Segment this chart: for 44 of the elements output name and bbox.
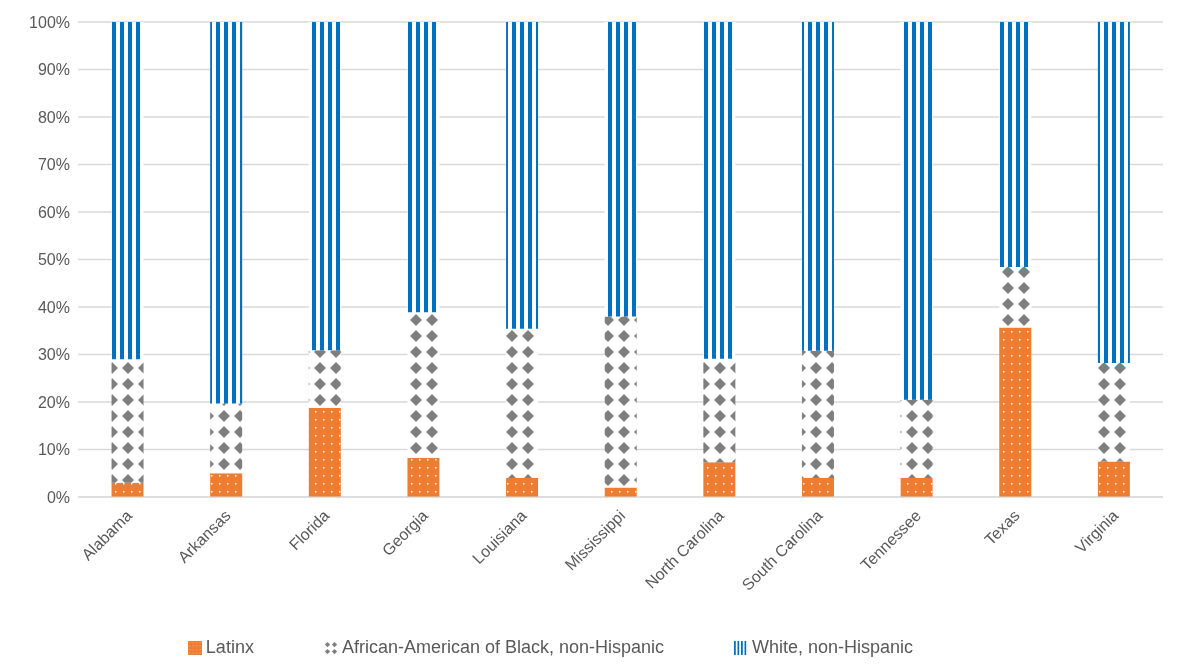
bar bbox=[210, 22, 243, 404]
bar bbox=[308, 407, 341, 497]
legend-label: Latinx bbox=[205, 637, 254, 657]
y-tick-label: 30% bbox=[37, 346, 70, 364]
bar bbox=[308, 22, 341, 351]
legend-label: African-American of Black, non-Hispanic bbox=[341, 637, 665, 657]
bar bbox=[801, 478, 834, 497]
y-tick-label: 90% bbox=[37, 61, 70, 79]
y-tick-label: 50% bbox=[37, 251, 70, 269]
y-tick-label: 40% bbox=[37, 298, 70, 316]
y-tick-label: 20% bbox=[37, 393, 70, 411]
bar bbox=[900, 399, 933, 478]
bar bbox=[111, 22, 144, 360]
bar bbox=[506, 328, 539, 478]
bar bbox=[111, 482, 144, 497]
bar bbox=[407, 22, 440, 313]
bar bbox=[604, 22, 637, 317]
bar bbox=[999, 267, 1032, 328]
legend-label: White, non-Hispanic bbox=[752, 637, 914, 657]
bar bbox=[111, 359, 144, 483]
y-tick-label: 10% bbox=[37, 441, 70, 459]
bar bbox=[407, 458, 440, 497]
y-tick-label: 80% bbox=[37, 108, 70, 126]
bar bbox=[210, 473, 243, 497]
bar bbox=[210, 403, 243, 474]
bar bbox=[1097, 22, 1130, 364]
y-tick-label: 0% bbox=[46, 488, 70, 506]
y-tick-label: 60% bbox=[37, 203, 70, 221]
bar bbox=[801, 22, 834, 351]
bar bbox=[703, 22, 736, 359]
bar bbox=[801, 350, 834, 478]
bar bbox=[1097, 363, 1130, 462]
bar bbox=[999, 22, 1032, 268]
bar bbox=[703, 462, 736, 497]
bar bbox=[1097, 461, 1130, 497]
bar bbox=[900, 478, 933, 497]
bar bbox=[999, 327, 1032, 497]
bar bbox=[308, 350, 341, 408]
bar bbox=[506, 478, 539, 497]
bar bbox=[900, 22, 933, 400]
bar bbox=[506, 22, 539, 329]
y-tick-label: 70% bbox=[37, 156, 70, 174]
bar bbox=[604, 316, 637, 488]
y-tick-label: 100% bbox=[29, 13, 70, 31]
